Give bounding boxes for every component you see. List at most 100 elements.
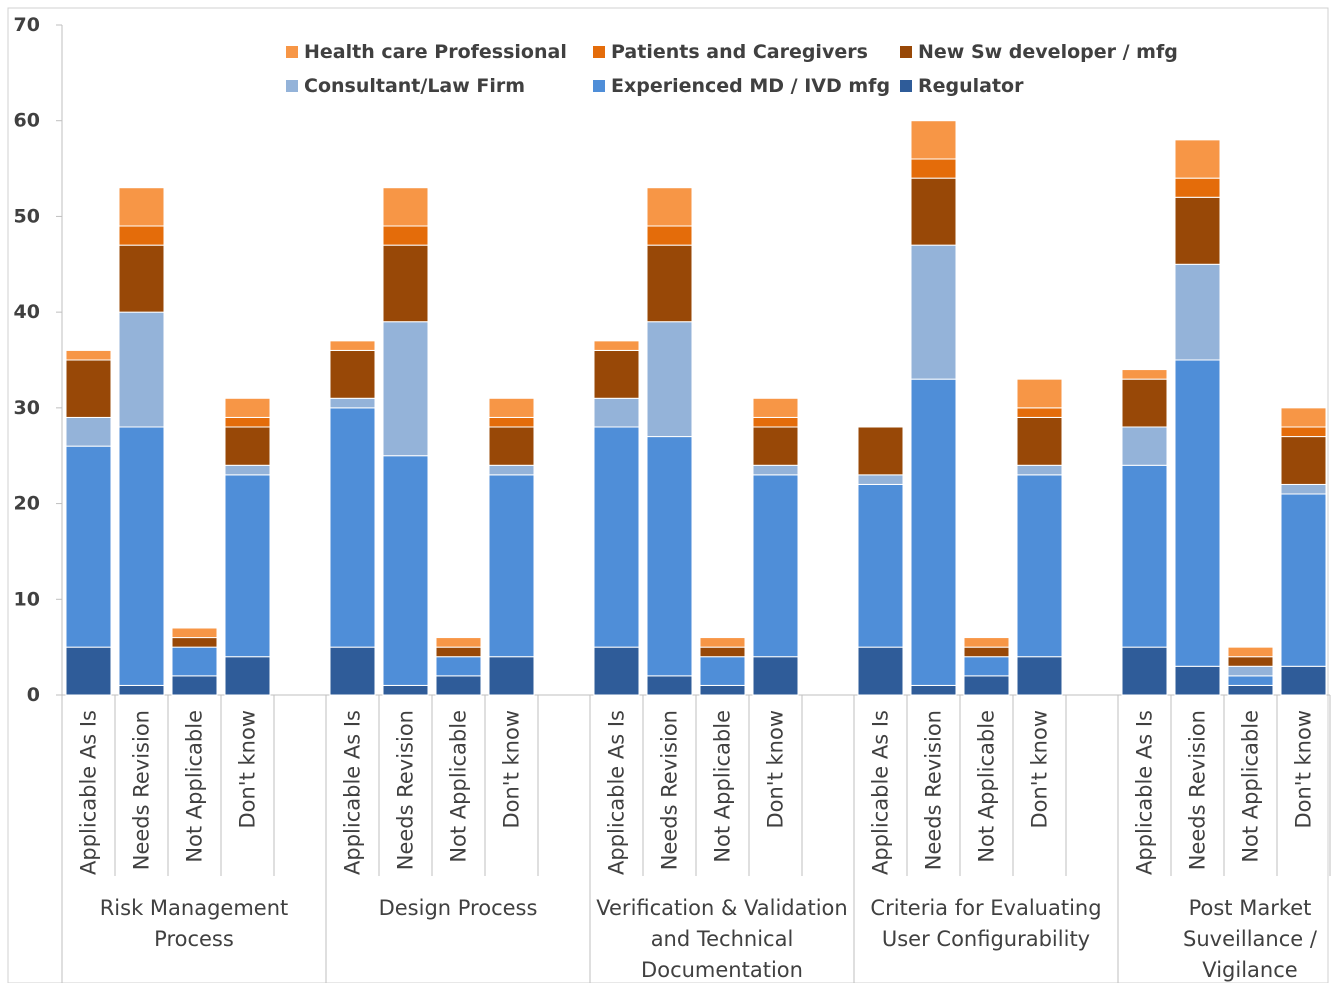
bar-segment-consultant-law-firm: [118, 311, 165, 428]
y-tick-label: 60: [14, 110, 40, 132]
bar-segment-new-sw-developer-mfg: [1280, 436, 1327, 485]
bar-segment-regulator: [1016, 656, 1063, 696]
bar-segment-consultant-law-firm: [1121, 426, 1168, 466]
y-tick-label: 10: [14, 588, 40, 610]
bar-segment-new-sw-developer-mfg: [752, 426, 799, 466]
bar-segment-new-sw-developer-mfg: [488, 426, 535, 466]
bar-segment-new-sw-developer-mfg: [329, 349, 376, 399]
bar-segment-new-sw-developer-mfg: [171, 637, 218, 648]
bar-segment-health-care-professional: [699, 637, 746, 648]
bar-segment-experienced-md-ivd-mfg: [699, 656, 746, 686]
bar-segment-regulator: [646, 675, 693, 696]
bar-segment-consultant-law-firm: [1280, 483, 1327, 495]
x-category-label: Applicable As Is: [605, 710, 629, 875]
x-group-label: Verification & Validation and Technical Do…: [596, 896, 847, 982]
bar-segment-health-care-professional: [1174, 139, 1221, 179]
bar-segment-experienced-md-ivd-mfg: [1280, 493, 1327, 667]
bar-segment-health-care-professional: [488, 397, 535, 418]
bar-segment-health-care-professional: [910, 120, 957, 160]
x-group-label: Design Process: [379, 896, 538, 920]
bar-segment-patients-and-caregivers: [910, 158, 957, 179]
bar-segment-experienced-md-ivd-mfg: [593, 426, 640, 648]
bar-segment-experienced-md-ivd-mfg: [65, 445, 112, 648]
label-layer: Applicable As Is Needs Revision Not Applic…: [77, 710, 1318, 982]
legend-swatch-consultant-law-firm: [286, 80, 298, 92]
x-category-label: Not Applicable: [975, 710, 999, 863]
bar-segment-regulator: [752, 656, 799, 696]
bar-segment-regulator: [593, 646, 640, 696]
bar-segment-regulator: [1227, 684, 1274, 696]
bar-segment-health-care-professional: [752, 397, 799, 418]
bar-segment-experienced-md-ivd-mfg: [963, 656, 1010, 677]
axis-layer: 0 10 20 30 40 50 60 70: [14, 14, 1331, 983]
bar-segment-patients-and-caregivers: [1280, 426, 1327, 438]
bar-segment-health-care-professional: [224, 397, 271, 418]
bar-segment-experienced-md-ivd-mfg: [646, 436, 693, 677]
x-category-label: Not Applicable: [183, 710, 207, 863]
bar-segment-health-care-professional: [1016, 378, 1063, 409]
x-category-label: Not Applicable: [711, 710, 735, 863]
bar-segment-patients-and-caregivers: [1174, 177, 1221, 198]
bar-segment-health-care-professional: [329, 340, 376, 351]
bar-segment-patients-and-caregivers: [646, 225, 693, 246]
chart-border: [7, 7, 1329, 983]
bar-segment-experienced-md-ivd-mfg: [329, 407, 376, 648]
bar-segment-patients-and-caregivers: [224, 416, 271, 428]
x-category-label: Needs Revision: [1186, 710, 1210, 870]
bar-segment-regulator: [488, 656, 535, 696]
bar-segment-health-care-professional: [593, 340, 640, 351]
bar-segment-regulator: [435, 675, 482, 696]
bar-segment-health-care-professional: [646, 187, 693, 227]
bar-segment-experienced-md-ivd-mfg: [171, 646, 218, 677]
bar-segment-health-care-professional: [1227, 646, 1274, 658]
bar-segment-new-sw-developer-mfg: [382, 244, 429, 323]
y-tick-label: 0: [27, 684, 40, 706]
y-tick-label: 70: [14, 14, 40, 36]
bar-segment-new-sw-developer-mfg: [646, 244, 693, 323]
bar-segment-new-sw-developer-mfg: [910, 177, 957, 246]
bar-segment-experienced-md-ivd-mfg: [382, 455, 429, 686]
legend-label: New Sw developer / mfg: [918, 41, 1178, 63]
bar-segment-patients-and-caregivers: [382, 225, 429, 246]
bar-segment-health-care-professional: [65, 349, 112, 361]
x-category-label: Needs Revision: [394, 710, 418, 870]
x-category-label: Needs Revision: [658, 710, 682, 870]
x-category-label: Not Applicable: [1239, 710, 1263, 863]
bar-segment-new-sw-developer-mfg: [857, 426, 904, 476]
x-category-label: Not Applicable: [447, 710, 471, 863]
bar-segment-experienced-md-ivd-mfg: [488, 474, 535, 658]
legend-swatch-patients-and-caregivers: [593, 46, 605, 58]
bar-segment-consultant-law-firm: [593, 397, 640, 428]
y-tick-label: 50: [14, 205, 40, 227]
legend-label: Experienced MD / IVD mfg: [611, 75, 890, 97]
x-group-label: Criteria for Evaluating User Configurabil…: [870, 896, 1101, 951]
y-tick-label: 40: [14, 301, 40, 323]
bar-segment-consultant-law-firm: [65, 416, 112, 447]
bar-segment-regulator: [910, 684, 957, 696]
bar-segment-consultant-law-firm: [752, 464, 799, 476]
bar-segment-regulator: [329, 646, 376, 696]
bar-segment-new-sw-developer-mfg: [1121, 378, 1168, 428]
bar-segment-new-sw-developer-mfg: [65, 359, 112, 418]
bar-segment-regulator: [1121, 646, 1168, 696]
bar-segment-new-sw-developer-mfg: [593, 349, 640, 399]
bar-segment-consultant-law-firm: [1227, 665, 1274, 677]
legend-label: Health care Professional: [304, 41, 567, 63]
x-category-label: Applicable As Is: [341, 710, 365, 875]
bar-segment-regulator: [382, 684, 429, 696]
bar-segment-regulator: [171, 675, 218, 696]
y-tick-label: 20: [14, 493, 40, 515]
bar-layer: [65, 120, 1327, 696]
bar-segment-regulator: [857, 646, 904, 696]
y-tick-label: 30: [14, 397, 40, 419]
bar-segment-new-sw-developer-mfg: [699, 646, 746, 658]
bar-segment-experienced-md-ivd-mfg: [1016, 474, 1063, 658]
x-category-label: Don't know: [764, 710, 788, 829]
bar-segment-experienced-md-ivd-mfg: [1227, 675, 1274, 686]
bar-segment-regulator: [1174, 665, 1221, 696]
bar-segment-patients-and-caregivers: [752, 416, 799, 428]
bar-segment-regulator: [65, 646, 112, 696]
x-category-label: Needs Revision: [130, 710, 154, 870]
legend-swatch-regulator: [900, 80, 912, 92]
